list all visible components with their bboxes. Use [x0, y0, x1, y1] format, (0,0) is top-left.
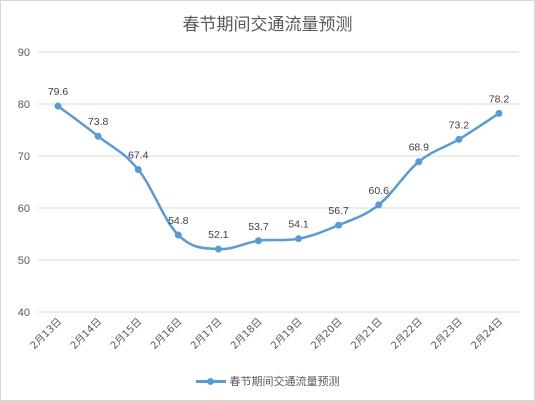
x-tick-label: 2月17日 [188, 316, 224, 352]
data-point [375, 201, 383, 209]
x-tick-label: 2月23日 [429, 316, 465, 352]
y-tick-label: 60 [18, 203, 30, 215]
data-label: 73.2 [449, 119, 470, 131]
data-point [335, 221, 343, 229]
y-tick-label: 50 [18, 255, 30, 267]
data-label: 79.6 [48, 86, 69, 98]
x-tick-label: 2月14日 [68, 316, 104, 352]
data-point [214, 245, 222, 253]
x-tick-label: 2月16日 [148, 316, 184, 352]
data-point [254, 237, 262, 245]
data-label: 52.1 [208, 229, 229, 241]
data-label: 54.1 [288, 219, 309, 231]
x-tick-label: 2月18日 [228, 316, 264, 352]
series-line [57, 105, 500, 251]
data-point [455, 135, 463, 143]
data-label: 73.8 [88, 116, 109, 128]
data-label: 60.6 [368, 185, 389, 197]
x-tick-label: 2月24日 [469, 316, 505, 352]
data-label: 78.2 [489, 93, 510, 105]
data-label: 56.7 [328, 205, 349, 217]
x-tick-label: 2月21日 [349, 316, 385, 352]
legend-line-marker-icon [195, 375, 226, 387]
x-tick-label: 2月19日 [269, 316, 305, 352]
data-point [94, 132, 102, 140]
chart-title: 春节期间交通流量预测 [182, 15, 353, 35]
y-tick-label: 70 [18, 151, 30, 163]
x-tick-label: 2月20日 [309, 316, 345, 352]
data-point [295, 235, 303, 243]
data-point [495, 109, 503, 117]
legend: 春节期间交通流量预测 [1, 373, 534, 389]
y-tick-label: 90 [18, 47, 30, 59]
data-label: 68.9 [409, 142, 430, 154]
data-label: 54.8 [168, 215, 189, 227]
x-tick-label: 2月13日 [28, 316, 64, 352]
x-tick-label: 2月22日 [389, 316, 425, 352]
data-point [415, 158, 423, 166]
data-point [54, 102, 62, 110]
data-label: 67.4 [128, 150, 149, 162]
y-tick-label: 40 [18, 307, 30, 319]
x-tick-label: 2月15日 [108, 316, 144, 352]
data-point [174, 231, 182, 239]
data-point [134, 166, 142, 174]
y-tick-label: 80 [18, 99, 30, 111]
data-label: 53.7 [248, 221, 269, 233]
legend-label: 春节期间交通流量预测 [229, 375, 340, 388]
